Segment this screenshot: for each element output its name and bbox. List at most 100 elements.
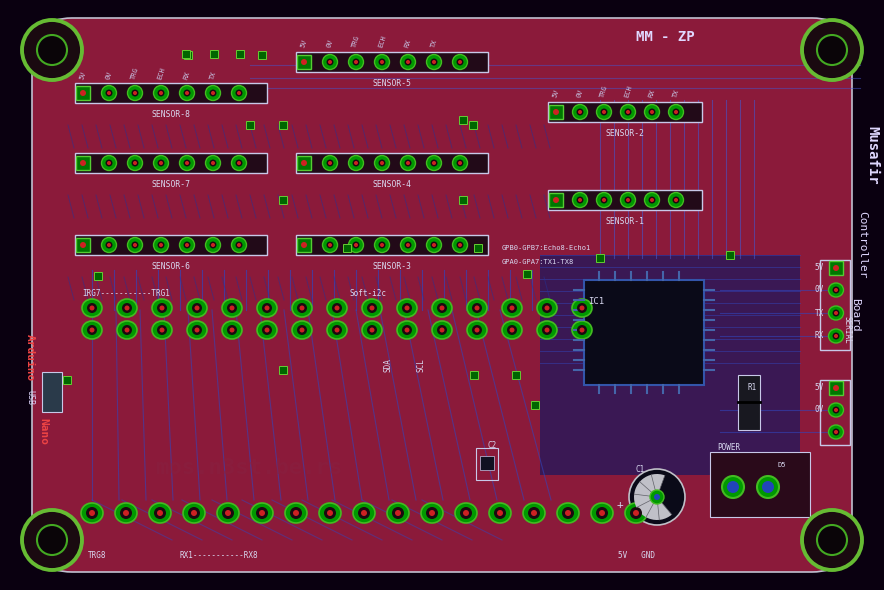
Text: C1: C1 <box>635 466 644 474</box>
Circle shape <box>833 407 840 414</box>
Ellipse shape <box>502 321 522 339</box>
Ellipse shape <box>285 503 307 523</box>
Circle shape <box>426 507 438 519</box>
Circle shape <box>599 510 605 516</box>
Text: 0V: 0V <box>326 38 334 48</box>
Circle shape <box>354 161 358 165</box>
Circle shape <box>353 58 360 65</box>
Ellipse shape <box>467 299 487 317</box>
Circle shape <box>431 58 438 65</box>
Text: SENSOR-5: SENSOR-5 <box>372 79 411 88</box>
Circle shape <box>157 241 164 248</box>
Circle shape <box>332 325 342 335</box>
Bar <box>279 196 287 204</box>
Circle shape <box>154 507 166 519</box>
Circle shape <box>472 325 482 335</box>
Circle shape <box>507 303 517 313</box>
Circle shape <box>80 90 86 96</box>
Text: POWER: POWER <box>717 444 740 453</box>
Ellipse shape <box>621 104 636 120</box>
Circle shape <box>227 303 237 313</box>
Circle shape <box>432 243 436 247</box>
Circle shape <box>230 306 234 310</box>
Circle shape <box>439 306 445 310</box>
Circle shape <box>211 91 215 95</box>
Ellipse shape <box>205 238 220 253</box>
Ellipse shape <box>222 299 242 317</box>
Bar <box>459 196 467 204</box>
Bar <box>480 456 494 470</box>
Ellipse shape <box>397 299 417 317</box>
Text: SENSOR-6: SENSOR-6 <box>151 262 190 271</box>
Ellipse shape <box>205 86 220 100</box>
Circle shape <box>633 510 639 516</box>
Ellipse shape <box>426 156 441 171</box>
Bar <box>476 448 498 480</box>
Bar <box>63 376 71 384</box>
Ellipse shape <box>319 503 341 523</box>
Bar <box>76 238 90 252</box>
Ellipse shape <box>117 321 137 339</box>
Ellipse shape <box>323 156 338 171</box>
Circle shape <box>354 243 358 247</box>
Circle shape <box>334 327 339 333</box>
Circle shape <box>494 507 506 519</box>
Circle shape <box>132 90 139 97</box>
Circle shape <box>192 303 202 313</box>
Ellipse shape <box>362 321 382 339</box>
Circle shape <box>580 327 584 333</box>
Text: USB: USB <box>26 391 34 405</box>
Circle shape <box>293 510 299 516</box>
Circle shape <box>256 507 268 519</box>
Ellipse shape <box>828 403 843 417</box>
Circle shape <box>463 510 469 516</box>
Ellipse shape <box>205 156 220 171</box>
Ellipse shape <box>400 156 415 171</box>
Circle shape <box>297 325 307 335</box>
Circle shape <box>674 198 678 202</box>
Circle shape <box>132 159 139 166</box>
Text: SENSOR-2: SENSOR-2 <box>606 129 644 138</box>
Circle shape <box>553 197 559 203</box>
Text: GPB0-GPB7:Echo8-Echo1: GPB0-GPB7:Echo8-Echo1 <box>502 245 591 251</box>
Circle shape <box>406 60 410 64</box>
Circle shape <box>405 327 409 333</box>
Ellipse shape <box>292 321 312 339</box>
Ellipse shape <box>387 503 409 523</box>
Text: SENSOR-8: SENSOR-8 <box>151 110 190 119</box>
Circle shape <box>576 196 583 204</box>
Circle shape <box>159 161 163 165</box>
Circle shape <box>378 58 385 65</box>
Circle shape <box>105 90 112 97</box>
Circle shape <box>475 306 479 310</box>
Text: ECH: ECH <box>623 84 633 98</box>
Circle shape <box>370 306 375 310</box>
Circle shape <box>22 510 82 570</box>
Text: TX: TX <box>672 88 680 98</box>
Circle shape <box>458 60 462 64</box>
Circle shape <box>602 198 606 202</box>
Circle shape <box>458 161 462 165</box>
Circle shape <box>405 241 411 248</box>
Text: SCL: SCL <box>416 358 425 372</box>
Ellipse shape <box>400 54 415 70</box>
Circle shape <box>431 241 438 248</box>
Ellipse shape <box>644 192 659 208</box>
Bar <box>820 260 850 350</box>
Ellipse shape <box>154 156 169 171</box>
Circle shape <box>133 91 137 95</box>
Circle shape <box>37 35 67 65</box>
Bar <box>512 371 520 379</box>
Ellipse shape <box>537 321 557 339</box>
Circle shape <box>507 325 517 335</box>
Circle shape <box>542 303 552 313</box>
Circle shape <box>392 507 404 519</box>
Circle shape <box>225 510 231 516</box>
Bar <box>75 235 267 255</box>
Circle shape <box>133 243 137 247</box>
Circle shape <box>326 241 333 248</box>
Ellipse shape <box>179 86 194 100</box>
Bar <box>523 270 531 278</box>
Circle shape <box>402 325 412 335</box>
Ellipse shape <box>375 156 390 171</box>
